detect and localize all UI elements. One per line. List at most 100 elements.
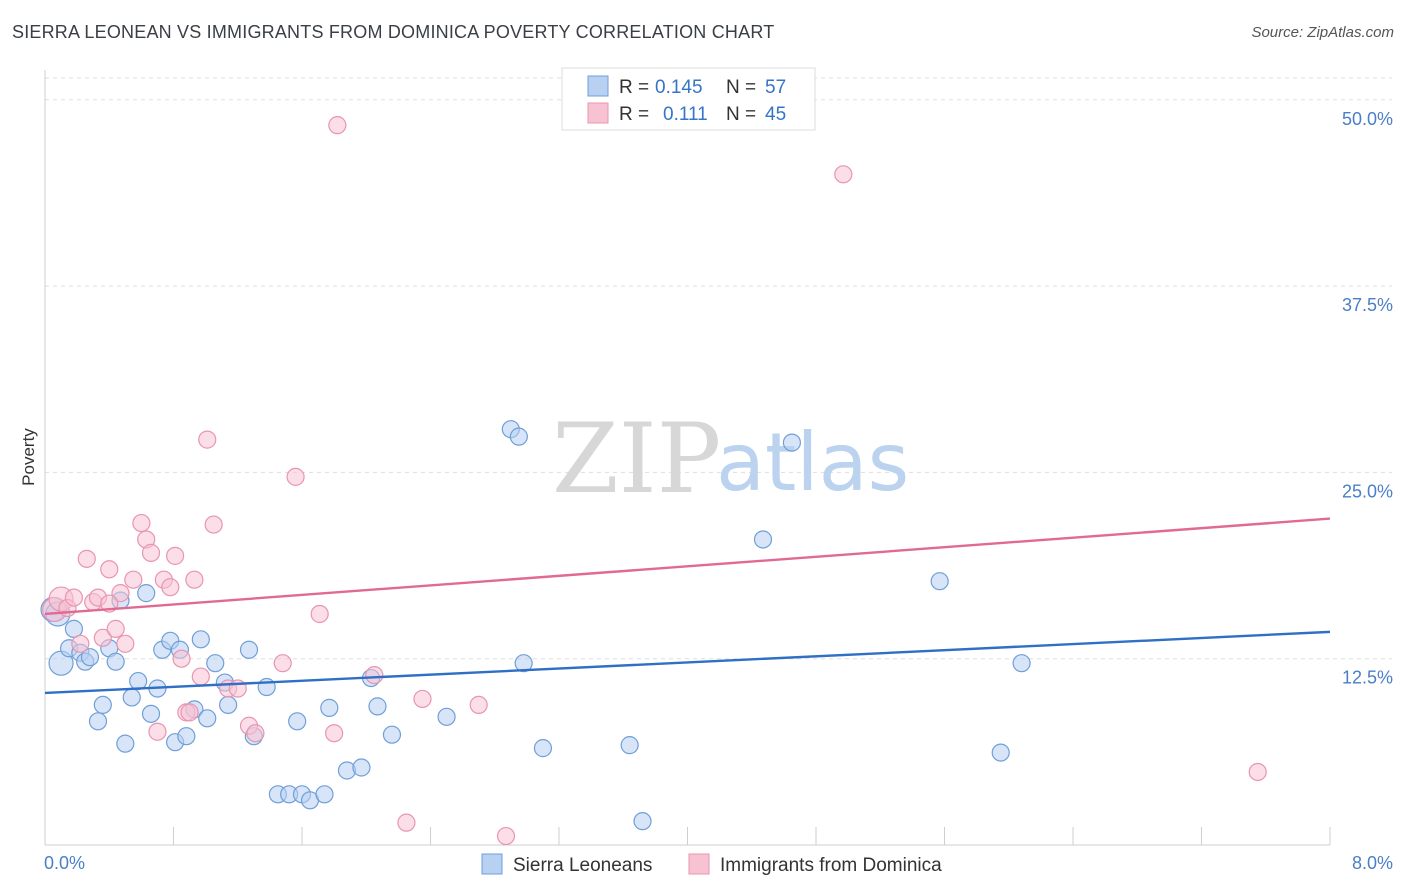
- point-dominica-38: [413, 689, 432, 709]
- point-dominica-35: [328, 116, 347, 135]
- source-label: Source: ZipAtlas.com: [1251, 24, 1394, 41]
- series-legend: Sierra Leoneans Immigrants from Dominica: [481, 853, 942, 876]
- trend-line-sierra-leoneans: [44, 630, 1331, 695]
- point-sierra-leonean-13: [122, 688, 141, 707]
- point-dominica-42: [1248, 762, 1267, 782]
- point-dominica-30: [246, 724, 265, 743]
- x-tick-marks: [44, 827, 1331, 845]
- legend-n-value-pink: 45: [765, 104, 786, 125]
- legend-r-value-pink: 0.111: [663, 104, 708, 125]
- point-sierra-leonean-44: [437, 707, 456, 726]
- point-dominica-43: [180, 703, 199, 722]
- point-dominica-26: [204, 515, 223, 534]
- point-dominica-20: [166, 546, 185, 565]
- legend-r-value-blue: 0.145: [655, 77, 703, 98]
- point-dominica-36: [365, 665, 384, 685]
- legend-swatch-pink: [587, 102, 609, 124]
- watermark-zip: ZIP: [552, 403, 721, 515]
- point-dominica-25: [198, 430, 217, 449]
- legend-entry-sierra-leoneans: Sierra Leoneans: [513, 855, 652, 876]
- legend-r-label-pink: R =: [619, 104, 649, 125]
- y-tick-label-0: 12.5%: [1342, 668, 1393, 688]
- gridlines: [45, 77, 1392, 660]
- watermark: ZIP atlas: [552, 403, 909, 515]
- point-sierra-leonean-37: [315, 785, 334, 804]
- point-sierra-leonean-38: [320, 698, 339, 717]
- point-sierra-leonean-8: [93, 695, 112, 715]
- point-dominica-24: [191, 667, 210, 686]
- point-dominica-14: [132, 513, 151, 533]
- point-dominica-8: [93, 628, 112, 647]
- point-dominica-33: [310, 604, 329, 624]
- point-dominica-4: [71, 634, 90, 653]
- legend-n-label-blue: N =: [726, 77, 756, 98]
- legend-r-label-blue: R =: [619, 77, 649, 98]
- point-sierra-leonean-43: [382, 725, 402, 744]
- point-sierra-leonean-48: [533, 739, 553, 758]
- point-dominica-11: [111, 584, 130, 603]
- point-sierra-leonean-16: [141, 704, 161, 723]
- point-sierra-leonean-10: [106, 652, 125, 671]
- point-sierra-leonean-28: [219, 695, 238, 715]
- point-sierra-leonean-14: [129, 671, 148, 691]
- legend-swatch-blue: [587, 75, 609, 97]
- point-sierra-leonean-55: [1012, 654, 1031, 673]
- legend-entry-swatch-pink: [688, 853, 710, 875]
- point-sierra-leonean-51: [753, 530, 773, 549]
- point-dominica-5: [77, 549, 96, 568]
- point-dominica-32: [286, 467, 305, 486]
- point-sierra-leonean-26: [206, 654, 225, 673]
- point-sierra-leonean-53: [930, 572, 949, 591]
- point-dominica-13: [124, 570, 143, 589]
- point-dominica-10: [106, 619, 125, 638]
- trend-lines: [44, 517, 1331, 695]
- point-sierra-leonean-15: [137, 584, 156, 603]
- point-dominica-40: [496, 826, 516, 846]
- point-sierra-leonean-34: [288, 712, 307, 731]
- point-sierra-leonean-7: [88, 712, 108, 731]
- point-sierra-leonean-42: [368, 697, 387, 716]
- point-dominica-37: [397, 813, 416, 832]
- trend-line-immigrants-from-dominica: [44, 517, 1331, 616]
- point-dominica-3: [64, 588, 84, 607]
- point-sierra-leonean-12: [116, 734, 135, 753]
- point-dominica-16: [141, 543, 161, 562]
- point-dominica-21: [172, 649, 191, 668]
- point-sierra-leonean-24: [191, 630, 210, 649]
- point-sierra-leonean-6: [80, 648, 100, 667]
- point-sierra-leonean-46: [509, 427, 528, 446]
- y-tick-labels: 12.5% 25.0% 37.5% 50.0%: [1342, 109, 1393, 688]
- series-immigrants-from-dominica: [42, 116, 1267, 846]
- chart-title: SIERRA LEONEAN VS IMMIGRANTS FROM DOMINI…: [12, 22, 775, 42]
- point-dominica-31: [273, 654, 292, 673]
- point-sierra-leonean-50: [633, 812, 652, 831]
- point-sierra-leonean-47: [514, 654, 533, 673]
- point-sierra-leonean-54: [991, 743, 1010, 762]
- point-dominica-39: [469, 695, 488, 715]
- y-tick-label-3: 50.0%: [1342, 109, 1393, 129]
- y-tick-label-2: 37.5%: [1342, 295, 1393, 315]
- legend-entry-immigrants-from-dominica: Immigrants from Dominica: [720, 855, 942, 876]
- y-axis-label: Poverty: [19, 428, 38, 486]
- legend-entry-swatch-blue: [481, 853, 503, 875]
- point-dominica-12: [116, 634, 135, 653]
- y-tick-label-1: 25.0%: [1342, 481, 1393, 501]
- point-sierra-leonean-52: [782, 433, 802, 452]
- point-sierra-leonean-25: [198, 709, 217, 728]
- point-sierra-leonean-22: [177, 727, 196, 746]
- x-tick-label-min: 0.0%: [44, 853, 85, 873]
- point-dominica-34: [325, 724, 344, 743]
- watermark-atlas: atlas: [716, 416, 909, 509]
- correlation-legend: R = 0.145 N = 57 R = 0.111 N = 45: [561, 67, 816, 131]
- point-sierra-leonean-49: [620, 736, 639, 755]
- point-sierra-leonean-29: [239, 640, 259, 659]
- point-dominica-19: [161, 578, 180, 597]
- legend-n-label-pink: N =: [726, 104, 756, 125]
- x-tick-label-max: 8.0%: [1352, 853, 1393, 873]
- point-dominica-9: [100, 560, 119, 579]
- point-sierra-leonean-40: [352, 758, 371, 777]
- point-dominica-17: [148, 722, 167, 741]
- point-dominica-23: [185, 570, 204, 589]
- point-dominica-41: [834, 165, 853, 184]
